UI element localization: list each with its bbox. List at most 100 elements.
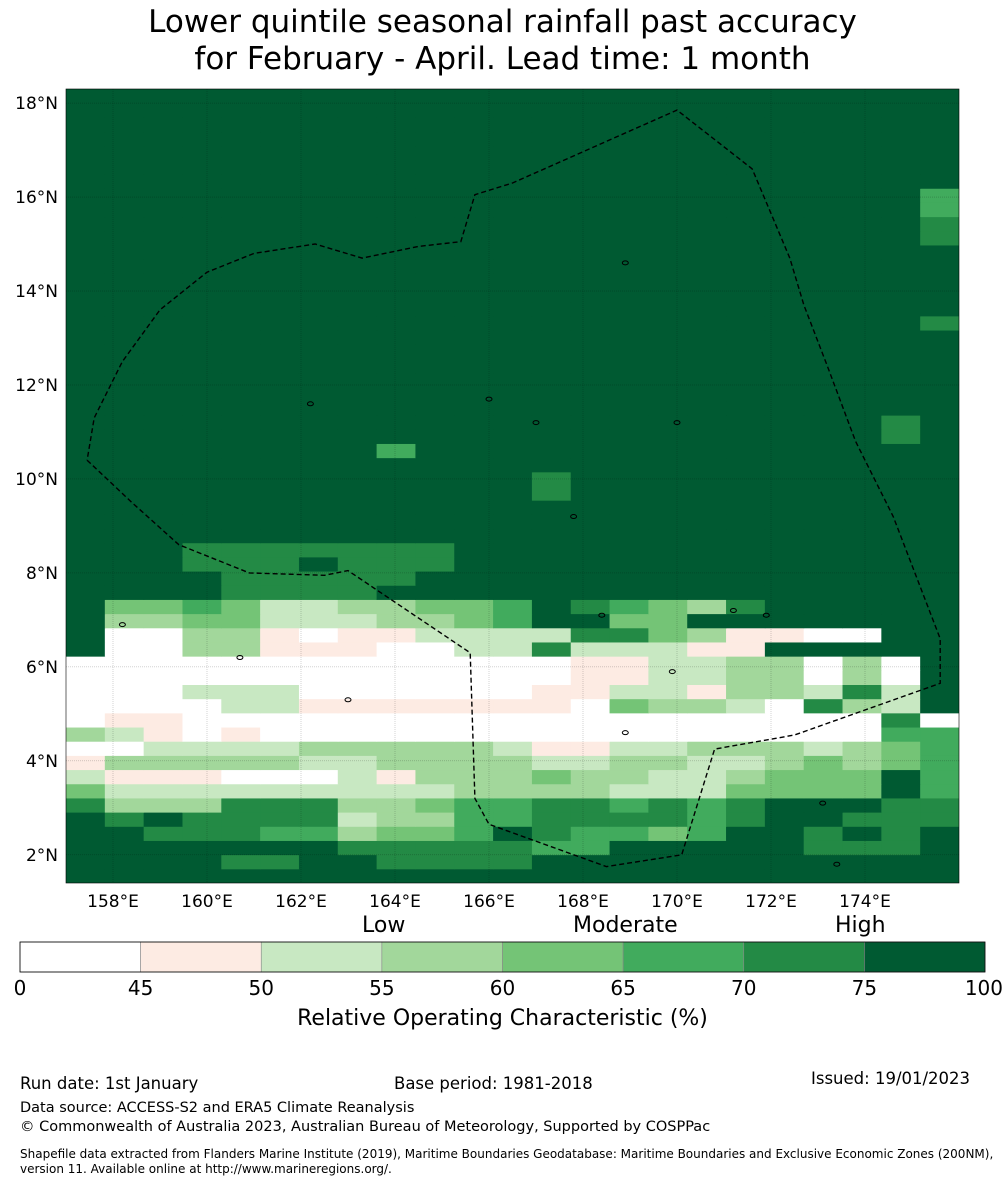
grid-cell	[726, 585, 766, 600]
issued-date-text: Issued: 19/01/2023	[811, 1069, 971, 1088]
grid-cell	[764, 131, 805, 147]
grid-cell	[221, 230, 261, 246]
grid-cell	[803, 344, 844, 359]
grid-cell	[66, 656, 106, 671]
grid-cell	[104, 698, 145, 714]
grid-cell	[570, 599, 611, 615]
grid-cell	[648, 514, 688, 530]
grid-cell	[182, 571, 222, 586]
grid-cell	[337, 528, 378, 544]
grid-cell	[376, 585, 416, 600]
grid-cell	[570, 514, 611, 530]
grid-cell	[454, 443, 494, 459]
grid-cell	[298, 797, 339, 813]
grid-cell	[66, 585, 106, 600]
grid-cell	[570, 684, 611, 700]
grid-cell	[298, 769, 339, 785]
grid-cell	[376, 429, 416, 444]
grid-cell	[66, 627, 106, 643]
grid-cell	[182, 599, 222, 615]
grid-cell	[493, 103, 533, 118]
grid-cell	[648, 812, 688, 827]
colorbar-category-moderate: Moderate	[573, 913, 678, 938]
grid-cell	[803, 486, 844, 501]
grid-cell	[803, 188, 844, 203]
grid-cell	[298, 542, 339, 558]
grid-cell	[531, 528, 572, 544]
grid-cell	[570, 358, 611, 374]
grid-cell	[66, 174, 106, 189]
grid-cell	[415, 641, 455, 657]
grid-cell	[570, 301, 611, 317]
grid-cell	[842, 826, 882, 841]
grid-cell	[920, 188, 959, 203]
grid-cell	[66, 727, 106, 742]
grid-cell	[376, 797, 416, 813]
grid-cell	[920, 684, 959, 700]
grid-cell	[143, 174, 183, 189]
grid-cell	[415, 656, 455, 671]
colorbar-swatch	[260, 941, 383, 973]
island-outline	[118, 622, 126, 628]
grid-cell	[298, 216, 339, 232]
grid-cell	[143, 542, 183, 558]
grid-cell	[66, 854, 106, 870]
grid-cell	[493, 656, 533, 671]
grid-cell	[570, 542, 611, 558]
grid-cell	[764, 556, 805, 572]
grid-cell	[687, 330, 727, 345]
grid-cell	[143, 457, 183, 473]
grid-cell	[570, 230, 611, 246]
grid-cell	[881, 613, 921, 629]
grid-cell	[143, 769, 183, 785]
grid-cell	[104, 769, 145, 785]
grid-cell	[221, 797, 261, 813]
grid-cell	[493, 117, 533, 133]
grid-cell	[842, 783, 882, 799]
colorbar-tick-label: 55	[369, 976, 395, 1000]
grid-cell	[143, 372, 183, 388]
grid-cell	[182, 727, 222, 742]
grid-cell	[221, 684, 261, 700]
grid-cell	[337, 712, 378, 728]
grid-cell	[415, 528, 455, 544]
island-outline	[819, 800, 827, 806]
grid-cell	[376, 599, 416, 615]
grid-cell	[221, 712, 261, 728]
grid-cell	[415, 400, 455, 416]
shapefile-credit-text: Shapefile data extracted from Flanders M…	[20, 1147, 994, 1176]
grid-cell	[531, 599, 572, 615]
grid-cell	[531, 202, 572, 218]
grid-cell	[842, 188, 882, 203]
grid-cell	[415, 698, 455, 714]
grid-cell	[726, 259, 766, 274]
grid-cell	[920, 486, 959, 501]
grid-cell	[881, 556, 921, 572]
grid-cell	[104, 812, 145, 827]
grid-cell	[803, 330, 844, 345]
grid-cell	[454, 783, 494, 799]
grid-cell	[298, 202, 339, 218]
grid-cell	[182, 429, 222, 444]
latitude-tick-label: 6°N	[26, 658, 58, 678]
grid-cell	[764, 400, 805, 416]
grid-cell	[104, 188, 145, 203]
grid-cell	[648, 315, 688, 331]
grid-cell	[260, 400, 300, 416]
grid-cell	[66, 117, 106, 133]
grid-cell	[648, 443, 688, 459]
grid-cell	[182, 542, 222, 558]
grid-cell	[337, 216, 378, 232]
grid-cell	[182, 670, 222, 685]
grid-cell	[570, 202, 611, 218]
grid-cell	[726, 684, 766, 700]
grid-cell	[454, 613, 494, 629]
colorbar-tick-label: 0	[13, 976, 27, 1000]
grid-cell	[764, 216, 805, 232]
grid-cell	[920, 429, 959, 444]
grid-cell	[648, 131, 688, 147]
grid-cell	[454, 301, 494, 317]
grid-cell	[298, 301, 339, 317]
latitude-tick-label: 2°N	[26, 846, 58, 866]
grid-cell	[221, 613, 261, 629]
